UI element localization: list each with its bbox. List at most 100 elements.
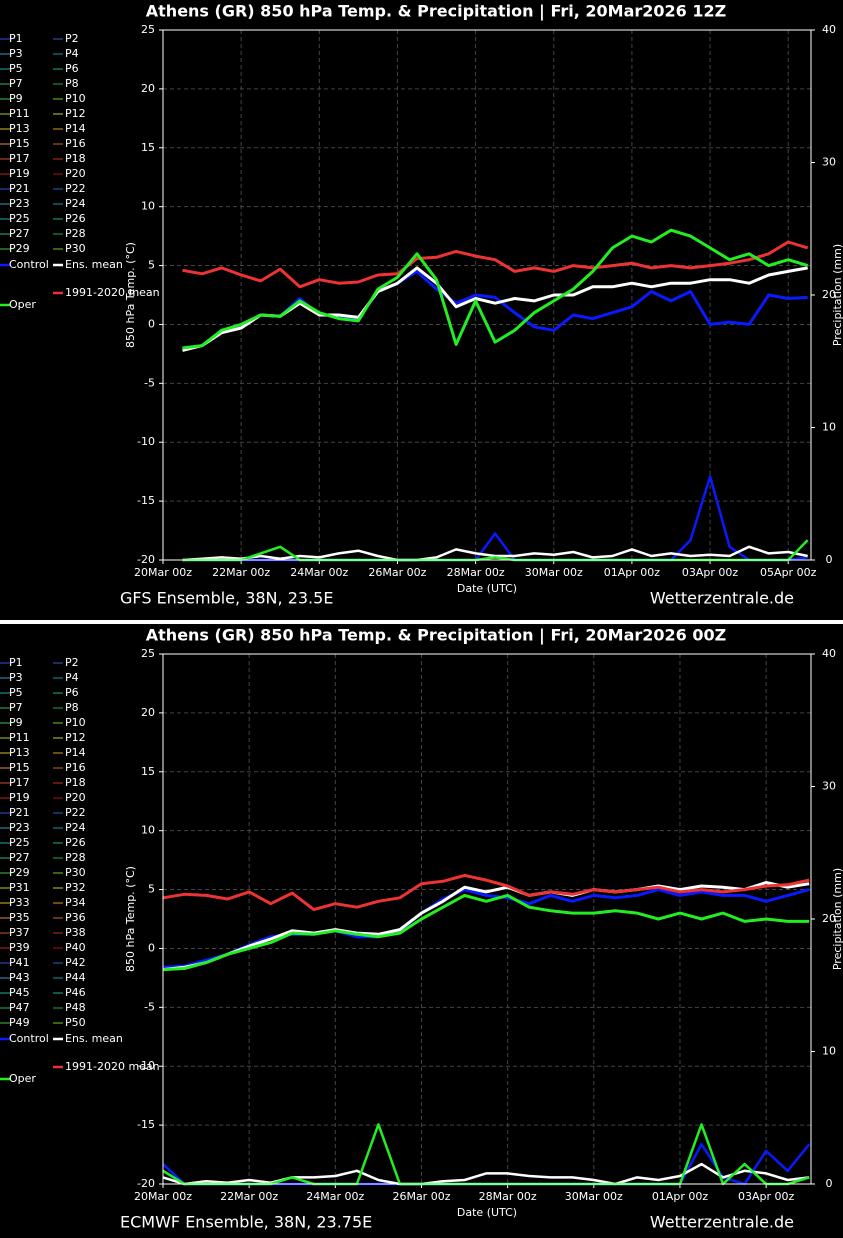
- legend-label: P11: [9, 107, 30, 120]
- x-tick-label: 30Mar 00z: [565, 1190, 623, 1203]
- legend-label: Ens. mean: [65, 1032, 123, 1045]
- legend-label: P21: [9, 806, 30, 819]
- legend-label: Ens. mean: [65, 258, 123, 271]
- legend-label: P7: [9, 701, 23, 714]
- legend-label: P24: [65, 821, 86, 834]
- x-tick-label: 24Mar 00z: [306, 1190, 364, 1203]
- legend-label: P14: [65, 746, 86, 759]
- y2-tick-label: 30: [822, 156, 836, 169]
- legend-label: P18: [65, 776, 86, 789]
- x-tick-label: 26Mar 00z: [392, 1190, 450, 1203]
- y-tick-label: 20: [141, 706, 155, 719]
- y-tick-label: -5: [144, 376, 155, 389]
- x-tick-label: 20Mar 00z: [134, 1190, 192, 1203]
- legend-label: P17: [9, 152, 30, 165]
- y-axis-label: 850 hPa Temp. (°C): [124, 866, 137, 972]
- legend-label: P5: [9, 686, 23, 699]
- y-tick-label: 10: [141, 200, 155, 213]
- legend-label: P20: [65, 791, 86, 804]
- legend-label: P32: [65, 881, 86, 894]
- y-tick-label: 20: [141, 82, 155, 95]
- legend-label: P41: [9, 956, 30, 969]
- legend-label: P12: [65, 731, 86, 744]
- y2-axis-label: Precipitation (mm): [831, 868, 843, 970]
- y-tick-label: 5: [148, 259, 155, 272]
- legend-label: P3: [9, 47, 23, 60]
- legend-label: P15: [9, 137, 30, 150]
- y-tick-label: 25: [141, 23, 155, 36]
- x-tick-label: 22Mar 00z: [212, 566, 270, 579]
- legend-label: P34: [65, 896, 86, 909]
- legend-label: P20: [65, 167, 86, 180]
- legend-label: P36: [65, 911, 86, 924]
- legend-label: P30: [65, 866, 86, 879]
- separator: [0, 620, 843, 624]
- chart-title: Athens (GR) 850 hPa Temp. & Precipitatio…: [146, 2, 726, 22]
- y2-tick-label: 0: [826, 1177, 833, 1190]
- legend-label: Control: [9, 1032, 49, 1045]
- legend-label: P13: [9, 122, 30, 135]
- x-tick-label: 30Mar 00z: [525, 566, 583, 579]
- y2-tick-label: 10: [822, 1045, 836, 1058]
- legend-label: P40: [65, 941, 86, 954]
- legend-label: P8: [65, 701, 79, 714]
- legend-label: P44: [65, 971, 86, 984]
- legend-label: P49: [9, 1016, 30, 1029]
- y-tick-label: -5: [144, 1000, 155, 1013]
- y-tick-label: 0: [148, 317, 155, 330]
- legend-label: Control: [9, 258, 49, 271]
- legend-label: P2: [65, 32, 79, 45]
- legend-label: P10: [65, 716, 86, 729]
- legend-label: P18: [65, 152, 86, 165]
- legend-label: P12: [65, 107, 86, 120]
- legend-label: P21: [9, 182, 30, 195]
- y-tick-label: 25: [141, 647, 155, 660]
- legend-label: P23: [9, 197, 30, 210]
- legend-label: P19: [9, 167, 30, 180]
- legend-label: P31: [9, 881, 30, 894]
- legend-label: P22: [65, 182, 86, 195]
- y-tick-label: -20: [137, 553, 155, 566]
- x-axis-label: Date (UTC): [457, 1206, 517, 1219]
- x-tick-label: 24Mar 00z: [290, 566, 348, 579]
- legend-label: P7: [9, 77, 23, 90]
- legend-label: P1: [9, 32, 23, 45]
- legend-label: 1991-2020 mean: [65, 1060, 160, 1073]
- chart-title: Athens (GR) 850 hPa Temp. & Precipitatio…: [146, 626, 726, 646]
- y2-tick-label: 10: [822, 421, 836, 434]
- x-tick-label: 03Apr 00z: [738, 1190, 795, 1203]
- y2-axis-label: Precipitation (mm): [831, 244, 843, 346]
- x-tick-label: 03Apr 00z: [682, 566, 739, 579]
- x-tick-label: 01Apr 00z: [604, 566, 661, 579]
- legend-label: P50: [65, 1016, 86, 1029]
- legend-label: P9: [9, 716, 23, 729]
- legend-label: P43: [9, 971, 30, 984]
- legend-label: P16: [65, 761, 86, 774]
- legend-label: P23: [9, 821, 30, 834]
- legend-label: P11: [9, 731, 30, 744]
- legend-label: P4: [65, 47, 79, 60]
- y-tick-label: 5: [148, 883, 155, 896]
- x-tick-label: 20Mar 00z: [134, 566, 192, 579]
- legend-label: P13: [9, 746, 30, 759]
- legend-label: P16: [65, 137, 86, 150]
- legend-label: P30: [65, 242, 86, 255]
- legend-label: P39: [9, 941, 30, 954]
- legend-label: P37: [9, 926, 30, 939]
- x-tick-label: 28Mar 00z: [447, 566, 505, 579]
- legend-label: P22: [65, 806, 86, 819]
- legend-label: P27: [9, 851, 30, 864]
- y-tick-label: 15: [141, 141, 155, 154]
- y-tick-label: -15: [137, 1118, 155, 1131]
- legend-label: P17: [9, 776, 30, 789]
- y-tick-label: -15: [137, 494, 155, 507]
- legend-label: P42: [65, 956, 86, 969]
- legend-label: P4: [65, 671, 79, 684]
- legend-label: P9: [9, 92, 23, 105]
- legend-label: P6: [65, 62, 79, 75]
- source-label: ECMWF Ensemble, 38N, 23.75E: [120, 1213, 372, 1232]
- site-label: Wetterzentrale.de: [650, 1213, 794, 1232]
- x-tick-label: 28Mar 00z: [479, 1190, 537, 1203]
- legend-label: P25: [9, 212, 30, 225]
